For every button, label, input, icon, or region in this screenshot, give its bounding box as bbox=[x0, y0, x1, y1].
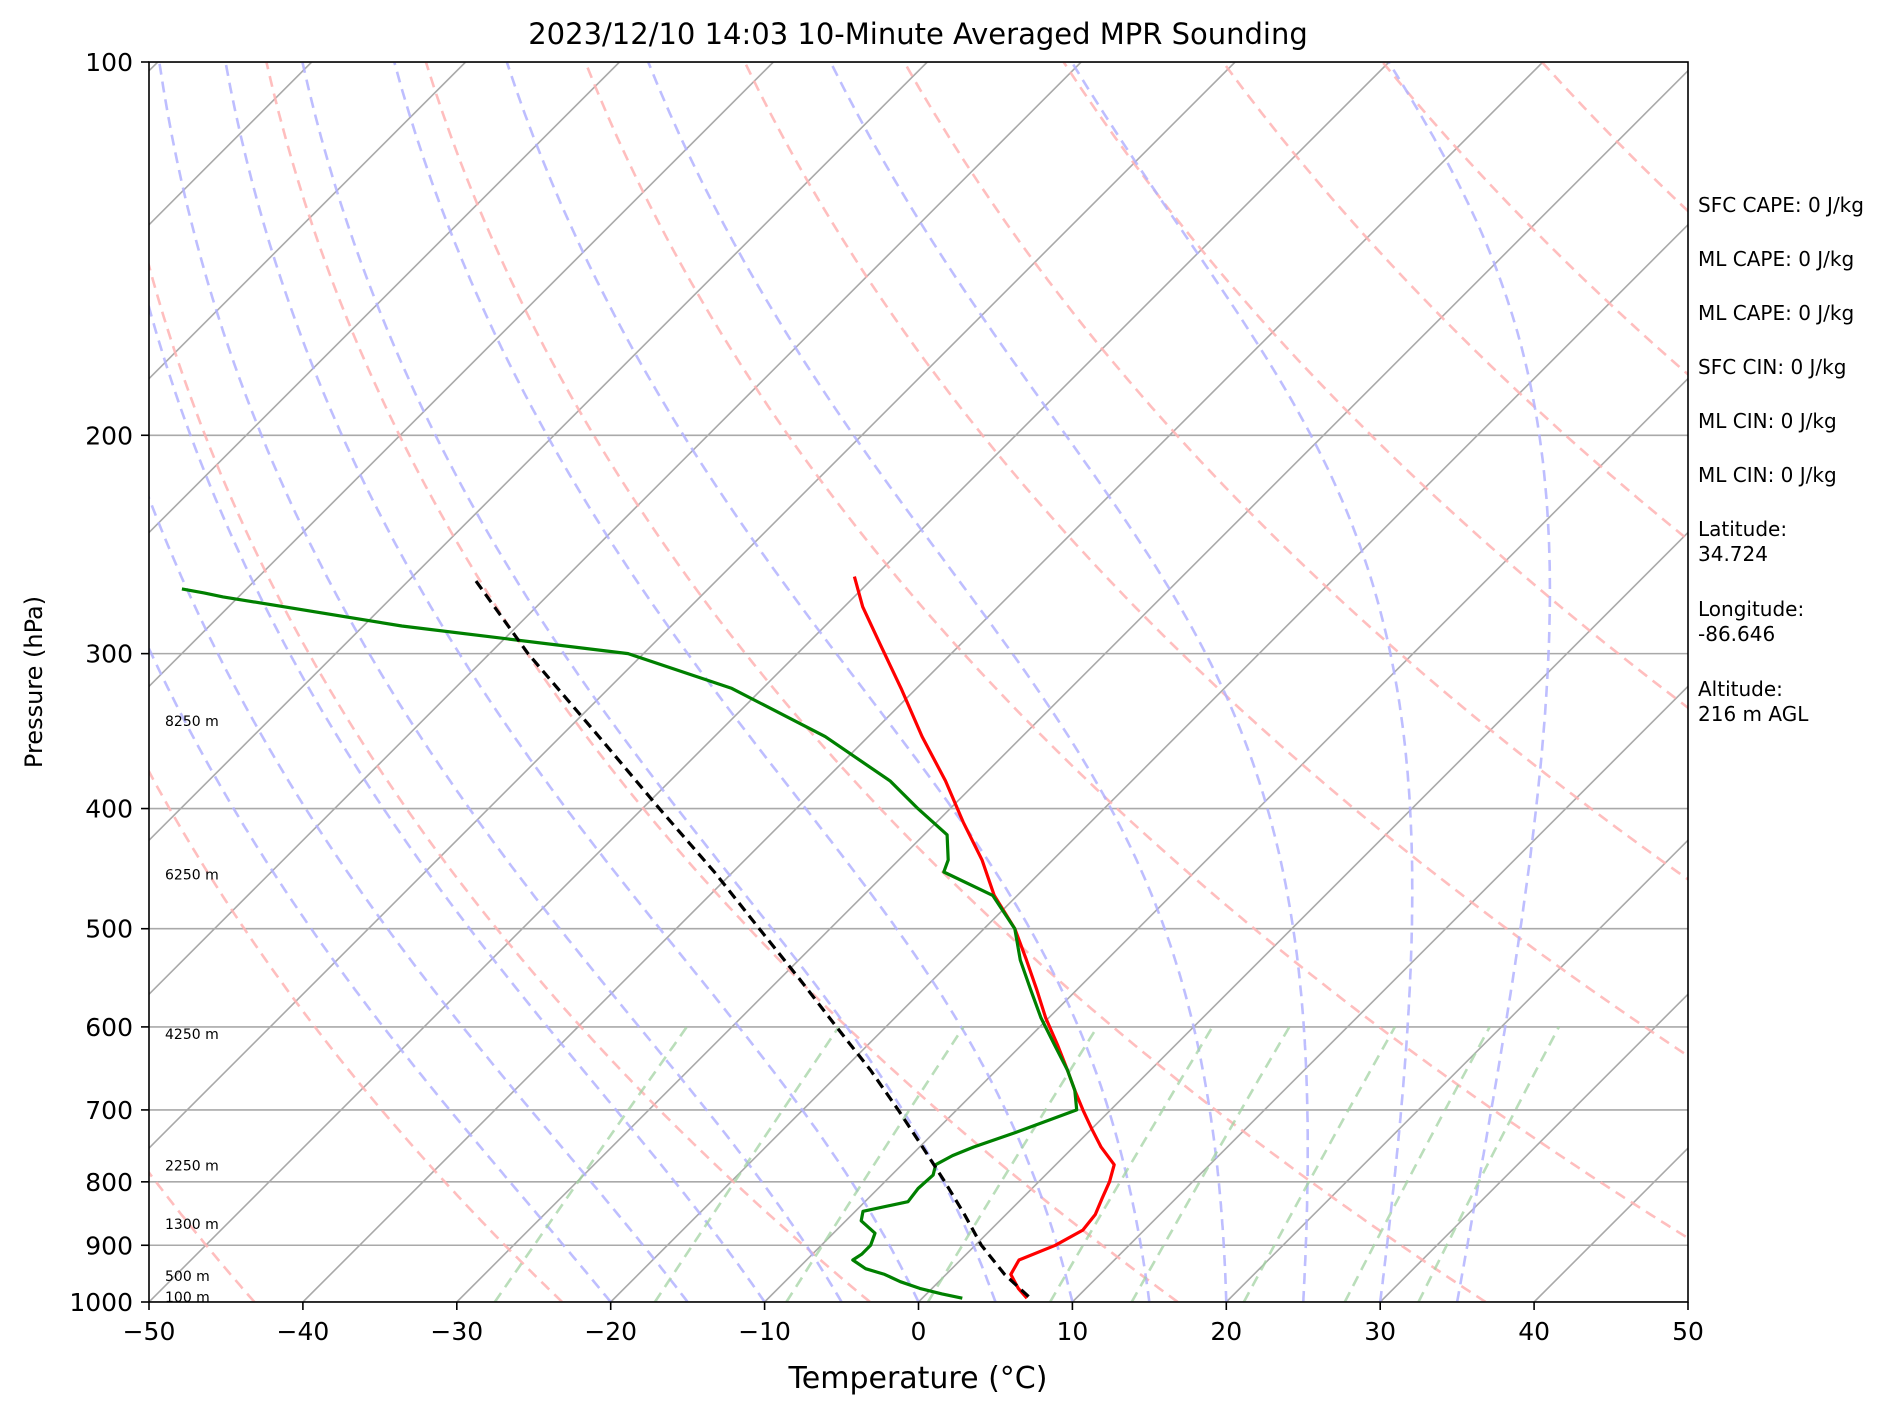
info-line: 34.724 bbox=[1698, 542, 1768, 566]
plot-frame bbox=[149, 62, 1688, 1302]
x-tick-label: 40 bbox=[1518, 1317, 1550, 1346]
y-tick-label: 500 bbox=[85, 915, 133, 944]
isotherm-line bbox=[0, 62, 1081, 1302]
y-tick-label: 300 bbox=[85, 640, 133, 669]
y-axis-label: Pressure (hPa) bbox=[20, 596, 48, 768]
height-label: 8250 m bbox=[165, 714, 219, 730]
mixing-ratio-line bbox=[1345, 1027, 1490, 1302]
info-line: Longitude: bbox=[1698, 597, 1804, 621]
isotherm-line bbox=[149, 62, 1389, 1302]
info-line: SFC CIN: 0 J/kg bbox=[1698, 355, 1846, 379]
info-line: Altitude: bbox=[1698, 677, 1783, 701]
moist-adiabat-line bbox=[648, 62, 1226, 1302]
x-tick-label: 0 bbox=[911, 1317, 927, 1346]
y-tick-label: 200 bbox=[85, 421, 133, 450]
moist-adiabat-line bbox=[159, 62, 841, 1302]
x-tick-label: −10 bbox=[738, 1317, 791, 1346]
y-tick-label: 100 bbox=[85, 48, 133, 77]
height-label: 2250 m bbox=[165, 1158, 219, 1174]
x-tick-label: 30 bbox=[1364, 1317, 1396, 1346]
height-label: 500 m bbox=[165, 1269, 210, 1285]
isotherm-line bbox=[0, 62, 927, 1302]
isotherm-line bbox=[0, 62, 4, 1302]
dewpoint-profile-line bbox=[182, 589, 1077, 1298]
mixing-ratio-line bbox=[655, 1027, 839, 1302]
y-tick-label: 800 bbox=[85, 1168, 133, 1197]
parcel-profile-line bbox=[473, 577, 1029, 1297]
moist-adiabat-line bbox=[507, 62, 1150, 1302]
axes-ticks: −50 −40 −30 −20 −10 0 10 20 30 40 50 100 200 300 400 50… bbox=[69, 48, 1704, 1346]
info-line: ML CAPE: 0 J/kg bbox=[1698, 247, 1854, 271]
y-tick-label: 900 bbox=[85, 1231, 133, 1260]
isotherm-line bbox=[457, 62, 1697, 1302]
moist-adiabat-line bbox=[1072, 62, 1413, 1302]
moist-adiabat-line bbox=[302, 62, 995, 1302]
info-line: Latitude: bbox=[1698, 517, 1787, 541]
x-axis-label: Temperature (°C) bbox=[788, 1361, 1048, 1396]
background-lines bbox=[0, 62, 1893, 1302]
dry-adiabat-line bbox=[1861, 62, 1893, 1302]
isotherm-line bbox=[611, 62, 1851, 1302]
info-line: 216 m AGL bbox=[1698, 702, 1809, 726]
moist-adiabat-line bbox=[226, 62, 919, 1302]
mixing-ratio-line bbox=[495, 1027, 687, 1302]
mixing-ratio-line bbox=[1419, 1027, 1559, 1302]
y-tick-label: 1000 bbox=[69, 1288, 133, 1317]
isotherm-line bbox=[0, 62, 466, 1302]
x-tick-label: 20 bbox=[1210, 1317, 1242, 1346]
info-line: ML CAPE: 0 J/kg bbox=[1698, 301, 1854, 325]
moist-adiabat-line bbox=[48, 62, 688, 1302]
y-tick-label: 700 bbox=[85, 1096, 133, 1125]
height-label: 6250 m bbox=[165, 867, 219, 883]
isotherm-line bbox=[0, 62, 1235, 1302]
y-tick-label: 600 bbox=[85, 1013, 133, 1042]
temperature-profile-line bbox=[854, 577, 1114, 1299]
sounding-info: SFC CAPE: 0 J/kg ML CAPE: 0 J/kg ML CAPE: … bbox=[1698, 193, 1864, 726]
x-tick-label: −30 bbox=[430, 1317, 483, 1346]
x-tick-label: 50 bbox=[1672, 1317, 1704, 1346]
x-tick-label: 10 bbox=[1056, 1317, 1088, 1346]
height-label: 100 m bbox=[165, 1290, 210, 1306]
mixing-ratio-line bbox=[1050, 1027, 1212, 1302]
y-tick-label: 400 bbox=[85, 795, 133, 824]
height-labels: 100 m 500 m 1300 m 2250 m 4250 m 6250 m 8250 m bbox=[165, 714, 219, 1306]
mixing-ratio-line bbox=[928, 1027, 1097, 1302]
x-tick-label: −20 bbox=[584, 1317, 637, 1346]
height-label: 4250 m bbox=[165, 1027, 219, 1043]
info-line: ML CIN: 0 J/kg bbox=[1698, 463, 1837, 487]
chart-title: 2023/12/10 14:03 10-Minute Averaged MPR … bbox=[528, 17, 1308, 51]
info-line: ML CIN: 0 J/kg bbox=[1698, 409, 1837, 433]
x-tick-label: −50 bbox=[123, 1317, 176, 1346]
moist-adiabat-line bbox=[831, 62, 1308, 1302]
info-line: -86.646 bbox=[1698, 622, 1775, 646]
dry-adiabat-line bbox=[585, 62, 1793, 1302]
isotherm-line bbox=[303, 62, 1543, 1302]
info-line: SFC CAPE: 0 J/kg bbox=[1698, 193, 1864, 217]
height-label: 1300 m bbox=[165, 1217, 219, 1233]
x-tick-label: −40 bbox=[277, 1317, 330, 1346]
